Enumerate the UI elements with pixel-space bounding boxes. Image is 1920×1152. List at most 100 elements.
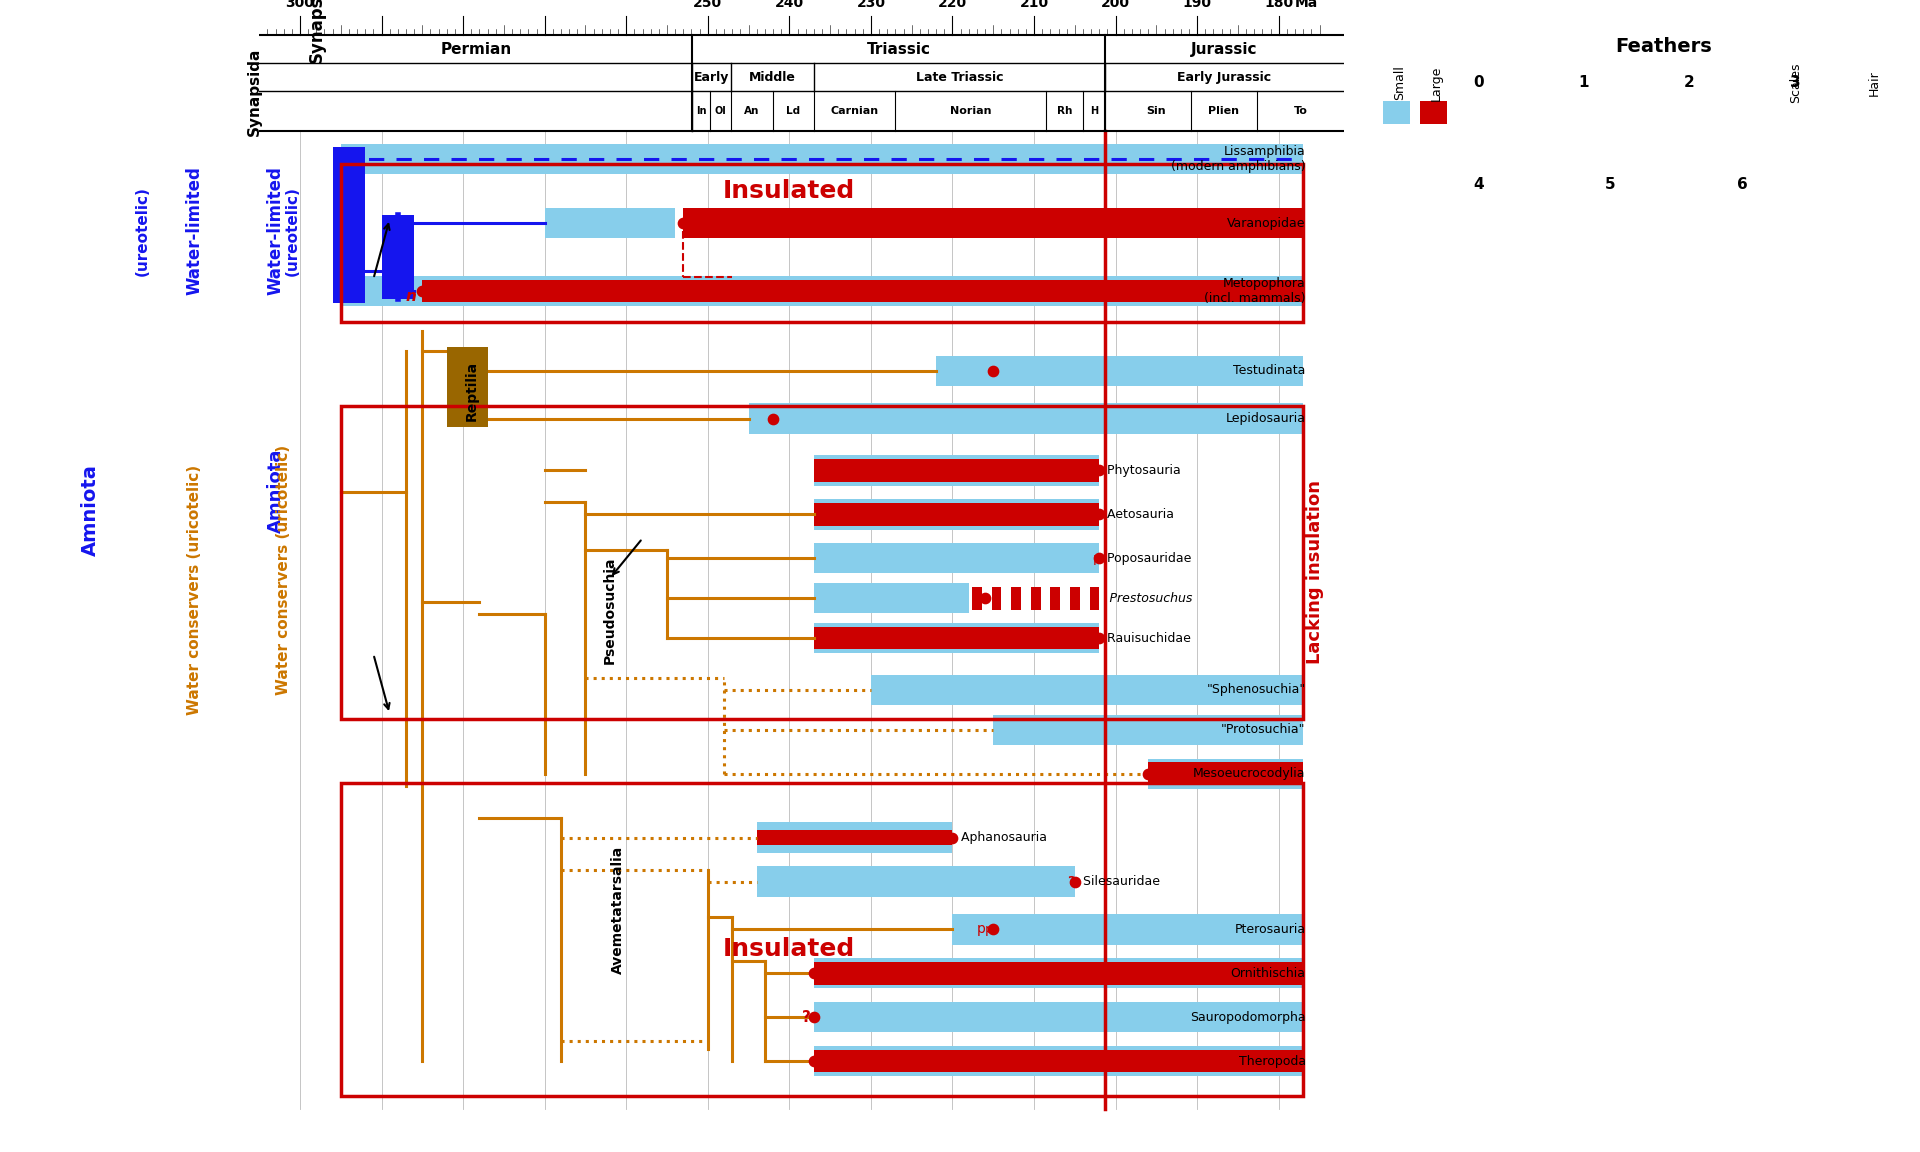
Text: (ureotelic): (ureotelic) bbox=[284, 187, 300, 276]
Bar bbox=[382, 215, 415, 298]
Text: p: p bbox=[977, 923, 985, 937]
Text: Mesoeucrocodylia: Mesoeucrocodylia bbox=[1192, 767, 1306, 780]
Text: ?: ? bbox=[801, 1009, 810, 1025]
Text: p: p bbox=[977, 592, 985, 605]
Text: Testudinata: Testudinata bbox=[1233, 364, 1306, 377]
Bar bbox=[991, 586, 1002, 609]
Text: Theropoda: Theropoda bbox=[1238, 1054, 1306, 1068]
Text: "Sphenosuchia": "Sphenosuchia" bbox=[1206, 683, 1306, 697]
Text: Triassic: Triassic bbox=[866, 41, 931, 56]
Text: f: f bbox=[1092, 631, 1098, 645]
Text: Water-limited: Water-limited bbox=[267, 167, 284, 295]
Bar bbox=[972, 586, 981, 609]
Bar bbox=[814, 1049, 1304, 1073]
Text: 3: 3 bbox=[1789, 75, 1801, 91]
Text: 0: 0 bbox=[1473, 75, 1484, 91]
Text: Plien: Plien bbox=[1208, 106, 1238, 116]
Text: 5: 5 bbox=[1605, 176, 1617, 192]
Text: 230: 230 bbox=[856, 0, 885, 9]
Bar bbox=[756, 831, 952, 846]
Text: Lepidosauria: Lepidosauria bbox=[1225, 412, 1306, 425]
Point bbox=[799, 1052, 829, 1070]
Bar bbox=[1421, 101, 1448, 124]
Bar bbox=[684, 207, 1304, 238]
Bar bbox=[1069, 586, 1079, 609]
Text: 240: 240 bbox=[776, 0, 804, 9]
Bar bbox=[814, 503, 1100, 525]
Point bbox=[799, 964, 829, 983]
Text: Lissamphibia
(modern amphibians): Lissamphibia (modern amphibians) bbox=[1171, 145, 1306, 173]
Point bbox=[1085, 550, 1116, 568]
Point bbox=[668, 214, 699, 233]
Text: 1: 1 bbox=[1578, 75, 1590, 91]
Bar bbox=[749, 403, 1304, 434]
Text: 250: 250 bbox=[693, 0, 722, 9]
Text: Ma: Ma bbox=[1296, 0, 1319, 9]
Text: 6: 6 bbox=[1738, 176, 1747, 192]
Text: p: p bbox=[1092, 552, 1102, 564]
Text: 300: 300 bbox=[286, 0, 315, 9]
Text: ?: ? bbox=[931, 831, 941, 846]
Bar bbox=[1148, 759, 1304, 789]
Text: f: f bbox=[1092, 508, 1098, 521]
Bar bbox=[1089, 586, 1100, 609]
Point bbox=[977, 362, 1008, 380]
Text: Jurassic: Jurassic bbox=[1190, 41, 1258, 56]
Point bbox=[937, 828, 968, 847]
Point bbox=[758, 409, 789, 427]
Text: ?: ? bbox=[1068, 876, 1075, 888]
Text: Pterosauria: Pterosauria bbox=[1235, 923, 1306, 935]
Point bbox=[977, 920, 1008, 939]
Text: 4: 4 bbox=[1473, 176, 1484, 192]
Point bbox=[1060, 872, 1091, 890]
Point bbox=[1085, 461, 1116, 479]
Text: Feathers: Feathers bbox=[1615, 37, 1711, 55]
Text: Metopophora
(incl. mammals): Metopophora (incl. mammals) bbox=[1204, 276, 1306, 305]
Bar bbox=[340, 164, 1304, 323]
Text: Synapsida: Synapsida bbox=[307, 0, 324, 63]
Bar bbox=[447, 347, 488, 426]
Text: 180: 180 bbox=[1263, 0, 1294, 9]
Text: Ornithischia: Ornithischia bbox=[1231, 967, 1306, 980]
Text: Poposauridae: Poposauridae bbox=[1104, 552, 1192, 564]
Bar bbox=[814, 623, 1100, 653]
Bar bbox=[993, 714, 1304, 745]
Bar bbox=[814, 1046, 1304, 1076]
Bar bbox=[1148, 763, 1304, 786]
Text: (ureotelic): (ureotelic) bbox=[134, 187, 150, 276]
Text: Hair: Hair bbox=[1868, 70, 1882, 96]
Point bbox=[1085, 505, 1116, 523]
Bar bbox=[814, 583, 970, 613]
Text: To: To bbox=[1294, 106, 1308, 116]
Text: Silesauridae: Silesauridae bbox=[1079, 876, 1160, 888]
Text: 210: 210 bbox=[1020, 0, 1048, 9]
Text: Rh: Rh bbox=[1056, 106, 1073, 116]
Bar bbox=[814, 543, 1100, 574]
Bar bbox=[340, 782, 1304, 1097]
Text: Prestosuchus: Prestosuchus bbox=[1104, 592, 1192, 605]
Text: Synapsida: Synapsida bbox=[246, 47, 261, 136]
Text: Insulated: Insulated bbox=[724, 938, 856, 962]
Text: Ld: Ld bbox=[787, 106, 801, 116]
Bar bbox=[1012, 586, 1021, 609]
Bar bbox=[340, 144, 1304, 174]
Text: Late Triassic: Late Triassic bbox=[916, 71, 1002, 84]
Text: Small: Small bbox=[1392, 66, 1405, 100]
Text: Permian: Permian bbox=[440, 41, 511, 56]
Point bbox=[1133, 765, 1164, 783]
Bar bbox=[872, 675, 1304, 705]
Text: 190: 190 bbox=[1183, 0, 1212, 9]
Text: Water conservers (uricotelic): Water conservers (uricotelic) bbox=[276, 445, 292, 696]
Text: In: In bbox=[697, 106, 707, 116]
Point bbox=[1085, 629, 1116, 647]
Point bbox=[970, 589, 1000, 607]
Text: Sauropodomorpha: Sauropodomorpha bbox=[1190, 1010, 1306, 1024]
Text: p: p bbox=[945, 831, 952, 844]
Text: Middle: Middle bbox=[749, 71, 795, 84]
Text: f: f bbox=[1092, 464, 1098, 477]
Text: Amniota: Amniota bbox=[81, 464, 100, 556]
Bar bbox=[814, 627, 1100, 650]
Text: Rauisuchidae: Rauisuchidae bbox=[1104, 631, 1190, 645]
Bar bbox=[756, 866, 1075, 896]
Bar bbox=[952, 915, 1304, 945]
